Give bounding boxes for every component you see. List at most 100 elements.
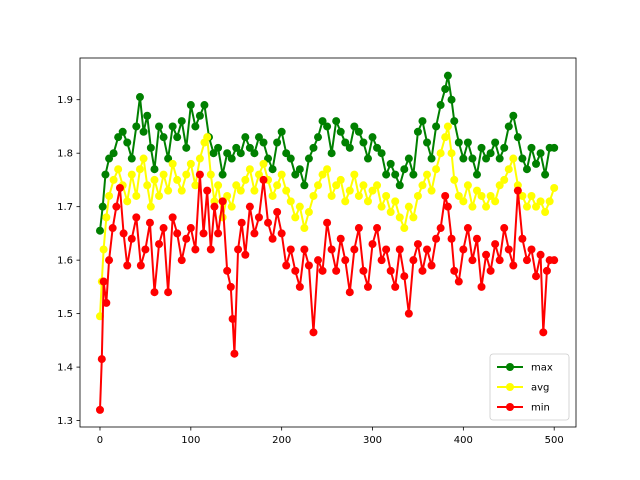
data-point-min-71 bbox=[391, 282, 400, 291]
data-point-min-51 bbox=[300, 245, 309, 254]
data-point-max-91 bbox=[495, 154, 504, 163]
data-point-min-13 bbox=[141, 245, 150, 254]
data-point-avg-23 bbox=[186, 159, 195, 168]
data-point-min-105 bbox=[539, 328, 548, 337]
data-point-avg-91 bbox=[486, 191, 495, 200]
data-point-avg-2 bbox=[99, 245, 108, 254]
data-point-max-20 bbox=[177, 117, 186, 126]
data-point-avg-77 bbox=[427, 186, 436, 195]
data-point-min-15 bbox=[150, 288, 159, 297]
data-point-avg-55 bbox=[327, 191, 336, 200]
data-point-max-47 bbox=[300, 181, 309, 190]
data-point-avg-28 bbox=[206, 170, 215, 179]
data-point-min-72 bbox=[395, 245, 404, 254]
data-point-max-82 bbox=[454, 138, 463, 147]
y-tick-label-0: 1.3 bbox=[57, 416, 73, 427]
data-point-max-31 bbox=[227, 154, 236, 163]
data-point-avg-84 bbox=[454, 191, 463, 200]
data-point-min-10 bbox=[127, 234, 136, 243]
data-point-min-0 bbox=[95, 405, 104, 414]
data-point-max-24 bbox=[195, 111, 204, 120]
data-point-max-90 bbox=[491, 138, 500, 147]
data-point-min-39 bbox=[245, 202, 254, 211]
data-point-avg-22 bbox=[182, 170, 191, 179]
data-point-max-41 bbox=[273, 138, 282, 147]
data-point-min-58 bbox=[332, 266, 341, 275]
data-point-max-18 bbox=[168, 122, 177, 131]
data-point-max-23 bbox=[191, 122, 200, 131]
data-point-min-101 bbox=[522, 256, 531, 265]
series-line-avg bbox=[98, 125, 556, 317]
x-tick-label-1: 100 bbox=[181, 435, 200, 446]
y-tick-label-6: 1.9 bbox=[57, 95, 73, 106]
data-point-max-36 bbox=[250, 149, 259, 158]
data-point-avg-19 bbox=[168, 159, 177, 168]
data-point-avg-34 bbox=[232, 181, 241, 190]
data-point-avg-47 bbox=[291, 213, 300, 222]
data-point-min-61 bbox=[345, 288, 354, 297]
data-point-max-37 bbox=[254, 133, 263, 142]
data-point-avg-35 bbox=[236, 186, 245, 195]
data-point-max-48 bbox=[304, 154, 313, 163]
data-point-min-56 bbox=[323, 218, 332, 227]
data-point-min-33 bbox=[226, 282, 235, 291]
data-point-min-90 bbox=[472, 234, 481, 243]
data-point-max-52 bbox=[323, 122, 332, 131]
data-point-max-84 bbox=[463, 138, 472, 147]
data-point-min-26 bbox=[199, 229, 208, 238]
data-point-min-64 bbox=[359, 266, 368, 275]
data-point-min-6 bbox=[112, 202, 121, 211]
data-point-avg-76 bbox=[423, 170, 432, 179]
data-point-min-9 bbox=[123, 261, 132, 270]
y-axis: 1.3 1.4 1.5 1.6 1.7 1.8 1.9 bbox=[57, 95, 80, 427]
data-point-max-45 bbox=[291, 170, 300, 179]
data-point-max-99 bbox=[532, 159, 541, 168]
data-point-min-37 bbox=[237, 218, 246, 227]
data-point-min-77 bbox=[418, 266, 427, 275]
data-point-min-96 bbox=[500, 224, 509, 233]
data-point-max-65 bbox=[382, 170, 391, 179]
legend-label-max: max bbox=[531, 363, 553, 374]
data-point-max-14 bbox=[150, 165, 159, 174]
data-point-max-9 bbox=[132, 122, 141, 131]
data-point-min-23 bbox=[186, 224, 195, 233]
data-point-avg-78 bbox=[432, 165, 441, 174]
y-tick-label-2: 1.5 bbox=[57, 309, 73, 320]
data-point-max-49 bbox=[309, 143, 318, 152]
data-point-max-25 bbox=[200, 101, 209, 110]
data-point-max-28 bbox=[214, 143, 223, 152]
data-point-avg-74 bbox=[413, 191, 422, 200]
data-point-avg-98 bbox=[518, 191, 527, 200]
data-point-avg-14 bbox=[146, 202, 155, 211]
data-point-avg-61 bbox=[354, 191, 363, 200]
data-point-max-64 bbox=[377, 149, 386, 158]
data-point-avg-57 bbox=[336, 175, 345, 184]
data-point-min-60 bbox=[341, 256, 350, 265]
data-point-avg-45 bbox=[282, 186, 291, 195]
data-point-avg-105 bbox=[550, 183, 559, 192]
data-point-max-5 bbox=[114, 133, 123, 142]
data-point-avg-65 bbox=[373, 181, 382, 190]
data-point-min-108 bbox=[550, 256, 559, 265]
data-point-avg-8 bbox=[123, 197, 132, 206]
data-point-max-72 bbox=[413, 127, 422, 136]
data-point-avg-9 bbox=[127, 170, 136, 179]
data-point-max-59 bbox=[354, 127, 363, 136]
data-point-min-5 bbox=[108, 224, 117, 233]
data-point-min-86 bbox=[454, 277, 463, 286]
data-point-avg-3 bbox=[102, 213, 111, 222]
data-point-min-57 bbox=[327, 245, 336, 254]
data-point-max-34 bbox=[241, 133, 250, 142]
data-point-avg-69 bbox=[391, 197, 400, 206]
data-point-avg-53 bbox=[318, 170, 327, 179]
data-point-min-85 bbox=[450, 266, 459, 275]
data-point-avg-5 bbox=[109, 175, 118, 184]
data-point-avg-101 bbox=[532, 202, 541, 211]
data-point-min-52 bbox=[304, 261, 313, 270]
data-point-min-41 bbox=[254, 213, 263, 222]
data-point-max-74 bbox=[423, 138, 432, 147]
data-point-avg-37 bbox=[245, 165, 254, 174]
data-point-avg-40 bbox=[259, 159, 268, 168]
data-point-max-95 bbox=[513, 133, 522, 142]
data-point-min-29 bbox=[210, 202, 219, 211]
